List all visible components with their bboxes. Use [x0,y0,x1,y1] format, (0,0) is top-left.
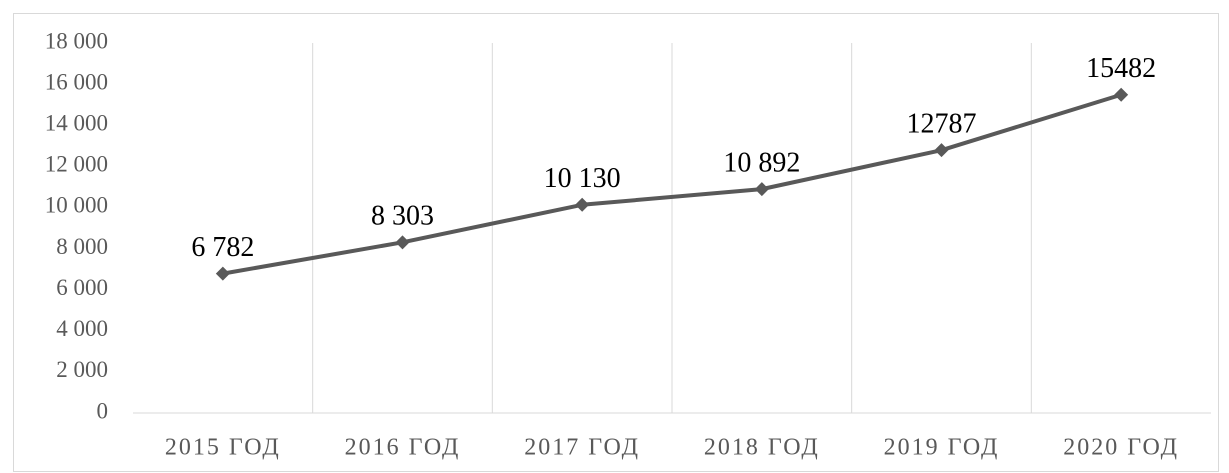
y-tick-label: 14 000 [45,111,108,136]
data-label: 6 782 [191,232,254,263]
point-marker [1114,87,1129,102]
point-marker [575,197,590,212]
y-tick-label: 2 000 [56,357,108,382]
x-tick-label: 2019 ГОД [884,435,1000,461]
x-tick-label: 2016 ГОД [345,435,461,461]
data-label: 8 303 [371,201,434,232]
point-marker [754,182,769,197]
y-tick-label: 8 000 [56,234,108,259]
x-tick-label: 2017 ГОД [524,435,640,461]
y-tick-label: 6 000 [56,275,108,300]
y-tick-label: 0 [97,398,109,423]
y-tick-label: 12 000 [45,152,108,177]
y-tick-label: 16 000 [45,69,108,94]
data-label: 10 130 [544,163,621,194]
point-marker [395,235,410,250]
data-label: 10 892 [723,148,800,179]
point-marker [215,266,230,281]
x-tick-label: 2015 ГОД [165,435,281,461]
series-line [222,92,1122,276]
y-tick-label: 10 000 [45,193,108,218]
point-marker [934,143,949,158]
data-label: 15482 [1086,53,1156,84]
y-tick-label: 18 000 [45,28,108,53]
x-tick-label: 2018 ГОД [704,435,820,461]
data-label: 12787 [907,109,977,140]
x-tick-label: 2020 ГОД [1063,435,1179,461]
chart-border [13,13,1219,472]
y-tick-label: 4 000 [56,316,108,341]
